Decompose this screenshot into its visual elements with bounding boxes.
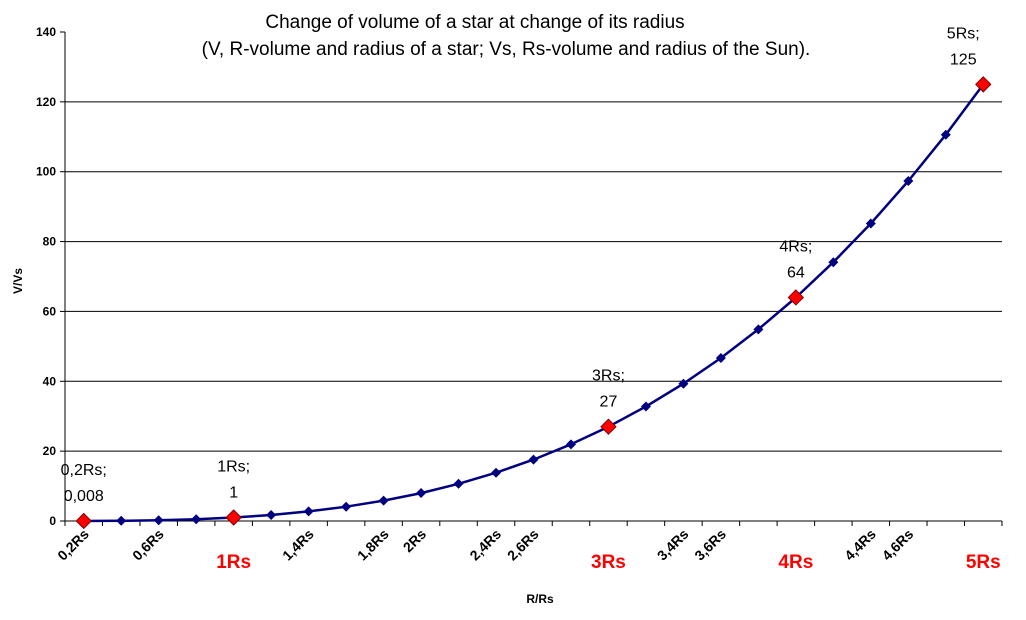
data-point-marker [940, 129, 951, 140]
x-tick-label: 1,4Rs [279, 526, 317, 564]
data-point-marker [903, 176, 914, 187]
point-label-value: 1 [229, 485, 238, 502]
data-point-marker [378, 495, 389, 506]
data-point-marker [303, 506, 314, 517]
y-tick-labels: 0 20 40 60 80 100 120 140 [36, 25, 65, 528]
x-tick-label: 4,4Rs [841, 526, 879, 564]
chart-subtitle: (V, R-volume and radius of a star; Vs, R… [202, 39, 811, 60]
data-point-marker [715, 353, 726, 364]
x-tick-label: 0,6Rs [129, 526, 167, 564]
gridlines [65, 101, 1002, 452]
point-label-name: 0,2Rs; [61, 462, 107, 479]
x-tick-label: 0,2Rs [54, 526, 92, 564]
x-axis-label: R/Rs [526, 592, 554, 606]
point-label-value: 64 [787, 264, 805, 281]
point-label-name: 4Rs; [779, 238, 812, 255]
x-tick-label: 4,6Rs [879, 526, 917, 564]
data-point-marker [678, 378, 689, 389]
y-tick-label: 140 [36, 25, 56, 39]
data-point-marker [640, 401, 651, 412]
y-tick-label: 120 [36, 95, 56, 109]
point-label-value: 125 [950, 51, 977, 68]
data-point-marker [491, 467, 502, 478]
chart-title: Change of volume of a star at change of … [265, 12, 684, 33]
highlighted-point-marker [225, 509, 242, 526]
data-point-marker [565, 439, 576, 450]
highlighted-point-marker [600, 418, 617, 435]
point-label-name: 5Rs; [947, 25, 980, 42]
data-point-marker [528, 454, 539, 465]
y-tick-label: 40 [43, 374, 57, 388]
y-tick-label: 60 [43, 304, 57, 318]
y-tick-label: 0 [49, 514, 56, 528]
highlighted-point-marker [787, 289, 805, 306]
x-tick-label: 2Rs [400, 526, 430, 556]
data-point-marker [341, 501, 352, 512]
data-point-marker [453, 478, 464, 489]
x-tick-label-highlight: 5Rs [966, 552, 1001, 573]
data-point-marker [191, 514, 202, 525]
highlighted-point-marker [75, 512, 92, 530]
x-tick-label: 2,4Rs [466, 526, 504, 564]
y-axis-label: V/Vs [11, 268, 25, 294]
y-tick-label: 100 [36, 165, 56, 179]
x-tick-label-highlight: 3Rs [591, 552, 626, 573]
point-label-name: 3Rs; [592, 368, 625, 385]
point-label-value: 27 [600, 394, 618, 411]
y-tick-label: 80 [43, 235, 57, 249]
point-label-name: 1Rs; [217, 459, 250, 476]
x-tick-labels: 0,2Rs 0,6Rs 1Rs 1,4Rs 1,8Rs 2Rs 2,4Rs 2,6Rs 3Rs 3… [54, 521, 1003, 573]
x-tick-label-highlight: 1Rs [216, 552, 251, 573]
point-label-value: 0,008 [64, 488, 104, 505]
data-point-marker [753, 324, 764, 335]
y-tick-label: 20 [43, 444, 57, 458]
point-annotations: 0,2Rs; 0,008 1Rs; 1 3Rs; 27 4Rs; 64 5Rs; 125 [61, 25, 980, 505]
series-volume [75, 76, 992, 530]
x-tick-label: 3,6Rs [691, 526, 729, 564]
x-tick-label: 3,4Rs [654, 526, 692, 564]
data-point-marker [153, 515, 164, 526]
data-point-marker [828, 257, 839, 268]
highlighted-point-marker [975, 76, 992, 93]
data-point-marker [266, 509, 277, 520]
x-tick-label: 2,6Rs [504, 526, 542, 564]
x-tick-label-highlight: 4Rs [778, 552, 813, 573]
data-point-marker [416, 488, 427, 499]
x-tick-label: 1,8Rs [354, 526, 392, 564]
data-point-marker [865, 218, 876, 229]
data-point-marker [116, 515, 127, 526]
